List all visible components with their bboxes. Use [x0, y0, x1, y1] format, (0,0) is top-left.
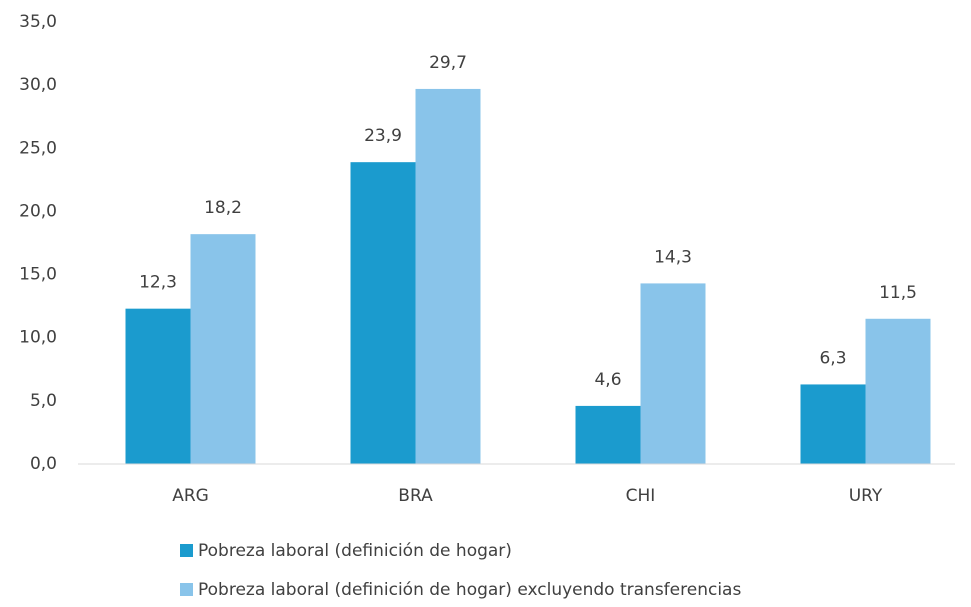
bar — [640, 283, 706, 464]
y-tick-label: 10,0 — [19, 328, 57, 348]
legend-swatch — [180, 544, 193, 557]
y-tick-label: 0,0 — [30, 454, 57, 474]
bar — [415, 88, 481, 464]
x-tick-label: URY — [849, 486, 883, 506]
data-label: 12,3 — [139, 273, 177, 293]
bar — [800, 384, 866, 464]
data-label: 14,3 — [654, 247, 692, 267]
data-label: 23,9 — [364, 126, 402, 146]
data-label: 6,3 — [819, 348, 846, 368]
y-tick-label: 35,0 — [19, 12, 57, 32]
y-tick-label: 30,0 — [19, 75, 57, 95]
bar — [190, 234, 256, 464]
bar — [865, 318, 931, 464]
y-tick-label: 5,0 — [30, 391, 57, 411]
bar — [575, 405, 641, 464]
legend-swatch — [180, 583, 193, 596]
x-tick-label: CHI — [626, 486, 656, 506]
data-label: 11,5 — [879, 283, 917, 303]
data-label: 29,7 — [429, 53, 467, 73]
y-tick-label: 25,0 — [19, 138, 57, 158]
bar — [125, 308, 191, 464]
bar — [350, 162, 416, 465]
x-tick-label: ARG — [172, 486, 209, 506]
legend-label: Pobreza laboral (definición de hogar) ex… — [198, 580, 741, 600]
y-tick-label: 20,0 — [19, 201, 57, 221]
y-tick-label: 15,0 — [19, 265, 57, 285]
legend-label: Pobreza laboral (definición de hogar) — [198, 541, 512, 561]
x-tick-label: BRA — [398, 486, 433, 506]
data-label: 4,6 — [594, 370, 621, 390]
data-label: 18,2 — [204, 198, 242, 218]
